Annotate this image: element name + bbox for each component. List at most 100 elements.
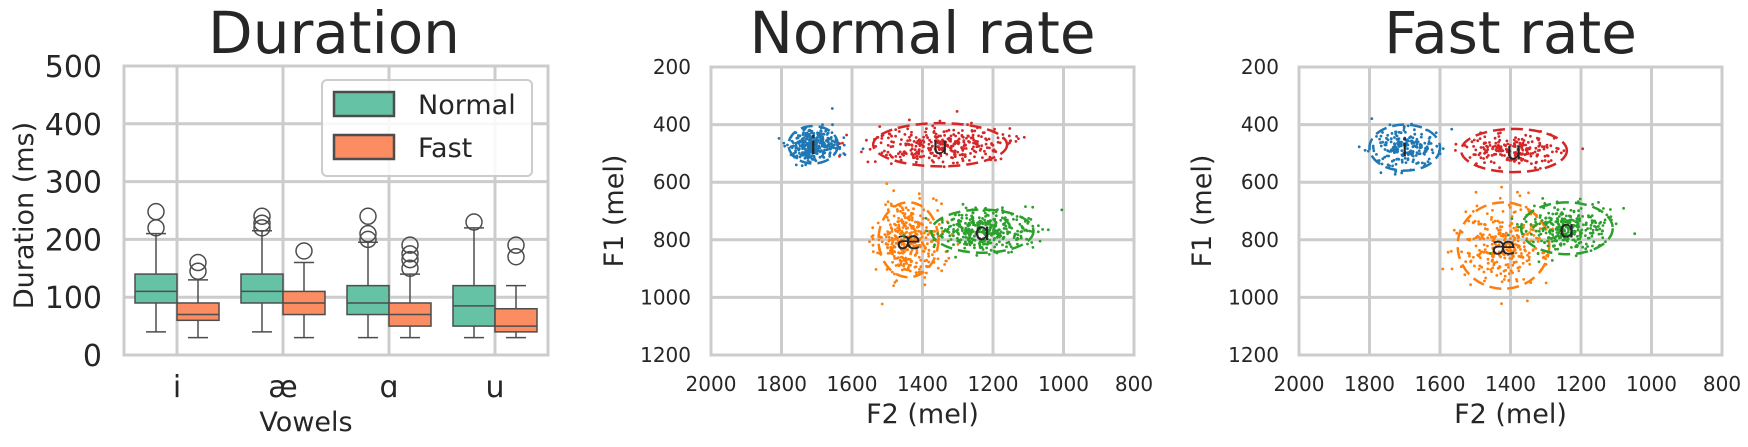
data-point [796, 136, 800, 140]
data-point [930, 152, 933, 155]
data-point [1404, 142, 1408, 145]
data-point [815, 136, 819, 140]
data-point [916, 157, 919, 161]
data-point [888, 231, 892, 235]
data-point [1471, 210, 1475, 213]
data-point [958, 241, 962, 244]
data-point [879, 141, 883, 145]
data-point [1482, 157, 1485, 160]
data-point [1490, 154, 1494, 157]
data-point [932, 197, 935, 201]
data-point [1480, 250, 1484, 254]
outlier [507, 247, 525, 266]
data-point [943, 147, 947, 151]
data-point [816, 131, 819, 135]
data-point [1498, 166, 1501, 170]
data-point [1555, 217, 1559, 220]
data-point [942, 130, 946, 134]
data-point [893, 272, 896, 276]
data-point [996, 208, 999, 212]
data-point [1474, 190, 1478, 194]
data-point [1598, 222, 1601, 225]
data-point [918, 238, 921, 242]
data-point [886, 200, 890, 204]
data-point [1578, 230, 1582, 234]
data-point [831, 123, 834, 127]
data-point [1454, 142, 1458, 146]
data-point [1426, 160, 1430, 164]
data-point [1540, 239, 1543, 243]
y-tick-label: 1200 [1228, 343, 1279, 367]
data-point [1544, 281, 1548, 285]
data-point [1509, 143, 1512, 147]
data-point [1511, 254, 1515, 258]
data-point [908, 118, 911, 122]
data-point [1495, 226, 1499, 230]
data-point [1475, 204, 1479, 208]
data-point [1378, 137, 1381, 141]
data-point [1468, 156, 1472, 159]
data-point [952, 234, 955, 238]
plot-frame [709, 65, 1136, 357]
data-point [936, 209, 939, 212]
outlier [401, 250, 419, 269]
data-point [806, 156, 810, 160]
data-point [821, 123, 824, 127]
data-point [1002, 235, 1006, 239]
data-point [1404, 130, 1407, 134]
data-point [956, 231, 960, 235]
data-point [1491, 266, 1495, 270]
vowel-label: æ [1491, 232, 1516, 261]
data-point [1388, 123, 1392, 127]
data-point [969, 136, 973, 140]
data-point [918, 138, 921, 142]
data-point [813, 151, 817, 155]
data-point [830, 107, 834, 110]
data-point [990, 233, 993, 237]
y-tick-label: 600 [653, 170, 691, 194]
data-point [1527, 255, 1531, 259]
data-point [1496, 219, 1500, 223]
data-point [1498, 196, 1502, 200]
data-point [910, 144, 914, 147]
data-point [786, 143, 789, 147]
data-point [1560, 234, 1563, 238]
plot-frame [1297, 65, 1724, 357]
data-point [1389, 149, 1393, 153]
data-point [1479, 146, 1483, 149]
data-point [1474, 244, 1478, 248]
data-point [1477, 267, 1481, 271]
data-point [991, 224, 995, 227]
data-point [1495, 260, 1499, 264]
box-normal-1 [240, 207, 284, 333]
data-point [1012, 217, 1015, 221]
data-point [910, 248, 914, 252]
data-point [1564, 224, 1568, 228]
data-point [1483, 135, 1487, 139]
data-point [1025, 237, 1028, 241]
data-point [1523, 153, 1527, 157]
data-point [929, 221, 932, 225]
data-point [1427, 141, 1431, 145]
data-point [962, 144, 966, 148]
data-point [983, 242, 987, 246]
data-point [971, 211, 975, 215]
data-point [1596, 228, 1599, 232]
data-point [1591, 228, 1595, 232]
data-point [900, 248, 904, 252]
data-point [1391, 164, 1394, 168]
x-axis-label: F2 (mel) [1454, 399, 1567, 430]
y-tick-label: 200 [1241, 55, 1279, 79]
data-point [1420, 132, 1423, 136]
data-point [972, 138, 975, 142]
data-point [940, 226, 944, 230]
data-point [889, 162, 893, 166]
data-point [805, 137, 808, 141]
data-point [892, 254, 896, 258]
data-point [1586, 227, 1589, 231]
data-point [900, 268, 904, 272]
data-point [978, 244, 982, 248]
data-point [1560, 220, 1563, 224]
data-point [1573, 229, 1576, 233]
data-point [820, 142, 824, 146]
